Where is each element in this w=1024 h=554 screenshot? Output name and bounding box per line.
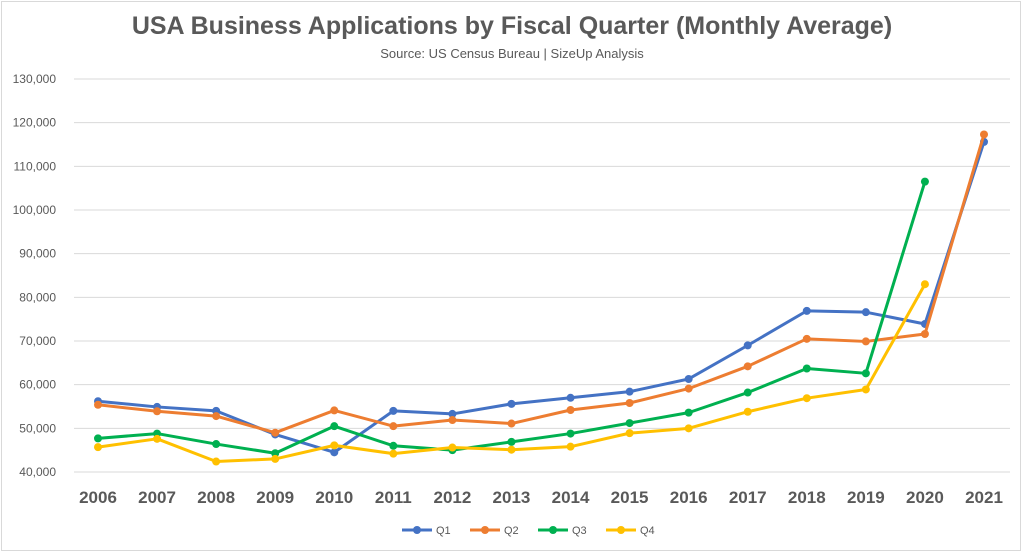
legend-marker-q1 bbox=[413, 526, 421, 534]
data-point-q2 bbox=[389, 422, 398, 431]
y-tick-label: 110,000 bbox=[14, 159, 57, 173]
x-tick-label: 2010 bbox=[315, 488, 353, 507]
legend-marker-q2 bbox=[481, 526, 489, 534]
data-point-q3 bbox=[566, 429, 575, 438]
chart-title: USA Business Applications by Fiscal Quar… bbox=[131, 12, 893, 40]
y-tick-label: 70,000 bbox=[19, 334, 56, 348]
data-point-q2 bbox=[212, 412, 221, 421]
legend-label-q1: Q1 bbox=[436, 525, 451, 537]
x-axis-ticks: 2006 2007 2008 2009 2010 2011 2012 2013 2014 2015… bbox=[79, 488, 1003, 507]
data-point-q3 bbox=[94, 434, 102, 443]
data-point-q4 bbox=[625, 429, 634, 438]
data-point-q1 bbox=[684, 374, 693, 383]
x-tick-label: 2021 bbox=[965, 488, 1003, 507]
x-tick-label: 2015 bbox=[611, 488, 649, 507]
data-point-q4 bbox=[920, 280, 929, 289]
x-tick-label: 2014 bbox=[552, 488, 590, 507]
data-point-q2 bbox=[153, 407, 162, 416]
data-point-q3 bbox=[802, 364, 811, 373]
data-point-q3 bbox=[861, 369, 870, 378]
legend-label-q3: Q3 bbox=[572, 525, 587, 537]
x-tick-label: 2013 bbox=[493, 488, 531, 507]
x-tick-label: 2019 bbox=[847, 488, 885, 507]
data-point-q3 bbox=[212, 440, 221, 449]
y-tick-label: 50,000 bbox=[19, 421, 56, 435]
y-axis-ticks: 40,000 50,000 60,000 70,000 80,000 90,000 100,… bbox=[13, 72, 57, 479]
y-tick-label: 60,000 bbox=[19, 378, 56, 392]
data-point-q4 bbox=[389, 449, 398, 458]
data-point-q4 bbox=[507, 445, 516, 454]
data-point-q3 bbox=[920, 177, 929, 186]
data-point-q4 bbox=[861, 385, 870, 394]
x-tick-label: 2009 bbox=[256, 488, 294, 507]
data-point-q3 bbox=[389, 441, 398, 450]
data-point-q4 bbox=[566, 442, 575, 451]
data-point-q3 bbox=[507, 437, 516, 446]
y-tick-label: 130,000 bbox=[13, 72, 57, 86]
data-point-q2 bbox=[448, 416, 457, 425]
data-point-q1 bbox=[448, 409, 457, 418]
y-tick-label: 90,000 bbox=[19, 247, 56, 261]
data-point-q2 bbox=[625, 399, 634, 408]
data-point-q2 bbox=[330, 406, 339, 415]
data-point-q2 bbox=[802, 334, 811, 343]
legend-label-q2: Q2 bbox=[504, 525, 519, 537]
data-point-q2 bbox=[980, 130, 988, 139]
data-point-q1 bbox=[389, 406, 398, 415]
data-point-q1 bbox=[330, 448, 339, 457]
data-point-q3 bbox=[271, 449, 280, 458]
chart-subtitle: Source: US Census Bureau | SizeUp Analys… bbox=[380, 46, 644, 61]
y-tick-label: 120,000 bbox=[13, 116, 57, 130]
y-tick-label: 40,000 bbox=[19, 465, 56, 479]
series-line-q2 bbox=[96, 132, 986, 435]
data-point-q1 bbox=[507, 399, 516, 408]
data-point-q1 bbox=[861, 308, 870, 317]
data-point-q4 bbox=[94, 443, 102, 452]
x-tick-label: 2008 bbox=[197, 488, 235, 507]
data-point-q2 bbox=[507, 419, 516, 428]
legend-label-q4: Q4 bbox=[640, 525, 655, 537]
x-tick-label: 2012 bbox=[433, 488, 471, 507]
x-tick-label: 2020 bbox=[906, 488, 944, 507]
legend-marker-q4 bbox=[617, 526, 625, 534]
legend-marker-q3 bbox=[549, 526, 557, 534]
y-tick-label: 100,000 bbox=[13, 203, 57, 217]
data-point-q2 bbox=[566, 405, 575, 414]
series-line-q1 bbox=[96, 140, 986, 454]
data-point-q2 bbox=[861, 337, 870, 346]
data-point-q4 bbox=[271, 454, 280, 463]
data-point-q1 bbox=[743, 341, 752, 350]
data-point-q3 bbox=[684, 408, 693, 417]
data-point-q2 bbox=[271, 428, 280, 437]
data-point-q1 bbox=[566, 393, 575, 402]
data-point-q2 bbox=[94, 400, 102, 409]
data-point-q4 bbox=[802, 394, 811, 403]
data-point-q4 bbox=[448, 443, 457, 452]
series-lines bbox=[94, 130, 988, 466]
data-point-q4 bbox=[743, 407, 752, 416]
x-tick-label: 2006 bbox=[79, 488, 117, 507]
data-point-q2 bbox=[684, 384, 693, 393]
data-point-q4 bbox=[330, 441, 339, 450]
data-point-q3 bbox=[743, 388, 752, 397]
data-point-q3 bbox=[330, 422, 339, 431]
data-point-q1 bbox=[625, 387, 634, 396]
x-tick-label: 2011 bbox=[375, 488, 412, 507]
x-tick-label: 2016 bbox=[670, 488, 708, 507]
data-point-q2 bbox=[920, 330, 929, 339]
legend: Q1 Q2 Q3 Q4 bbox=[402, 525, 655, 537]
data-point-q3 bbox=[625, 419, 634, 428]
x-tick-label: 2017 bbox=[729, 488, 767, 507]
data-point-q2 bbox=[743, 362, 752, 371]
data-point-q4 bbox=[153, 434, 162, 443]
data-point-q4 bbox=[212, 457, 221, 466]
data-point-q4 bbox=[684, 424, 693, 433]
y-tick-label: 80,000 bbox=[19, 290, 56, 304]
data-point-q1 bbox=[802, 306, 811, 315]
x-tick-label: 2007 bbox=[138, 488, 176, 507]
series-line-q4 bbox=[96, 282, 927, 464]
x-tick-label: 2018 bbox=[788, 488, 826, 507]
